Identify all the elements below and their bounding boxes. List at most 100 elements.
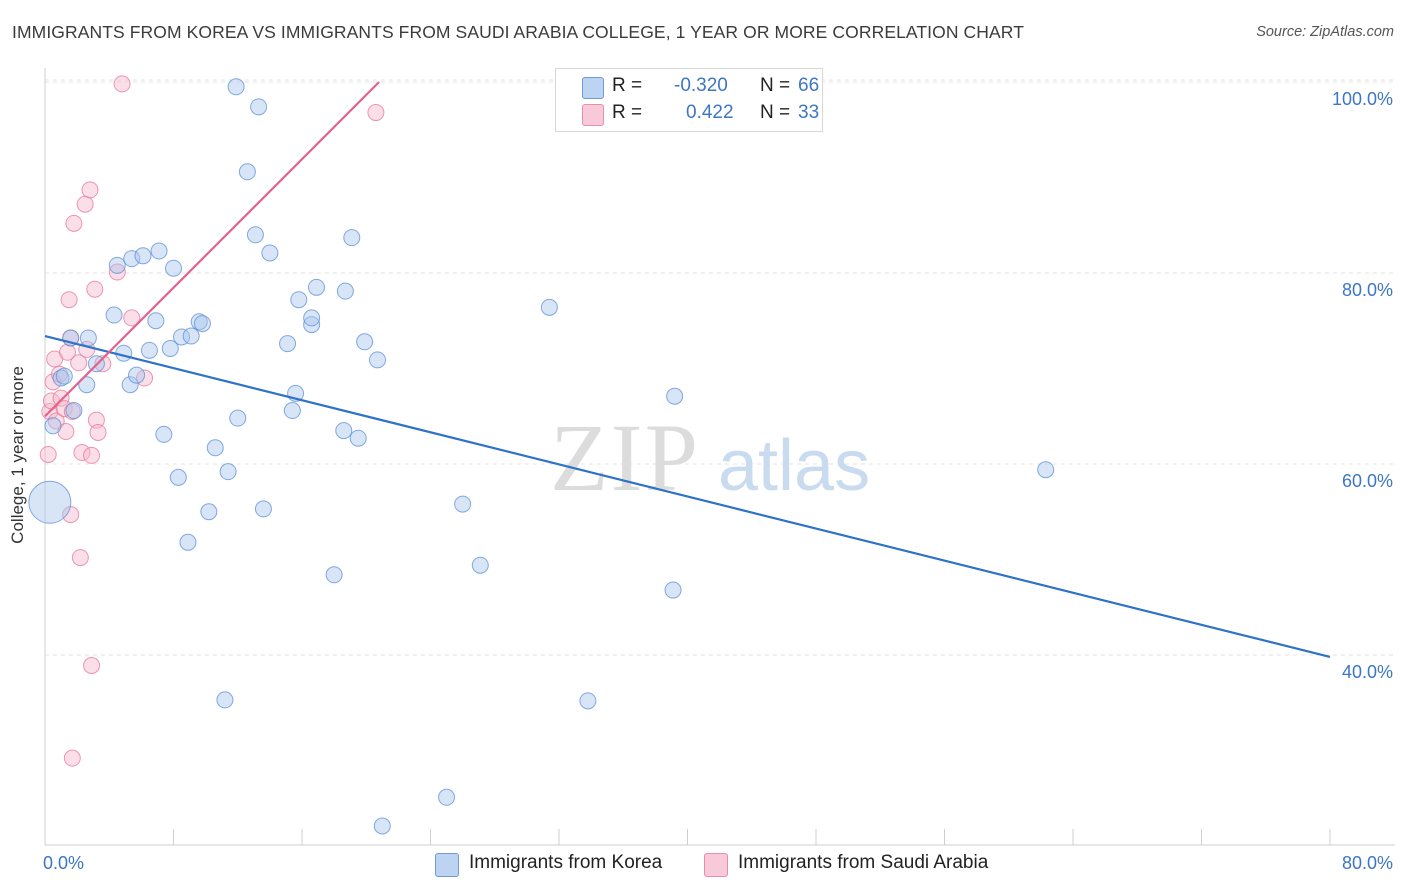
series-legend-saudi-arabia-label: Immigrants from Saudi Arabia bbox=[738, 852, 989, 873]
saudi-arabia-point bbox=[63, 749, 81, 767]
korea-point bbox=[28, 480, 72, 524]
legend-swatch-korea bbox=[582, 77, 604, 99]
saudi-arabia-point bbox=[58, 343, 76, 361]
korea-point bbox=[343, 229, 361, 247]
saudi-arabia-point bbox=[73, 444, 91, 462]
korea-point bbox=[349, 429, 367, 447]
saudi-arabia-point bbox=[94, 355, 112, 373]
x-tick-label: 80.0% bbox=[1342, 853, 1393, 873]
korea-point bbox=[307, 278, 325, 296]
saudi-arabia-point bbox=[63, 402, 81, 420]
korea-point bbox=[44, 417, 62, 435]
x-tick-label: 0.0% bbox=[43, 853, 84, 873]
korea-point bbox=[238, 163, 256, 181]
korea-point bbox=[471, 556, 489, 574]
saudi-arabia-point bbox=[52, 389, 70, 407]
y-tick-label: 100.0% bbox=[1332, 89, 1393, 109]
saudi-arabia-point bbox=[87, 411, 105, 429]
korea-point bbox=[165, 259, 182, 277]
y-tick-label: 60.0% bbox=[1342, 471, 1393, 491]
korea-point bbox=[250, 98, 268, 116]
korea-point bbox=[540, 298, 558, 316]
korea-point bbox=[206, 439, 224, 457]
watermark: ZIP atlas bbox=[550, 404, 870, 511]
series-legend-korea-label: Immigrants from Korea bbox=[469, 852, 663, 873]
korea-point bbox=[1037, 461, 1055, 479]
korea-point bbox=[246, 226, 264, 244]
y-tick-label: 40.0% bbox=[1342, 662, 1393, 682]
axes bbox=[44, 68, 1395, 846]
korea-point bbox=[169, 468, 187, 486]
korea-point bbox=[128, 366, 146, 384]
korea-point bbox=[227, 78, 245, 96]
korea-point bbox=[290, 291, 308, 309]
legend-n-label: N = bbox=[760, 102, 791, 123]
korea-point bbox=[182, 327, 200, 345]
saudi-arabia-point bbox=[76, 195, 94, 213]
korea-point bbox=[279, 335, 297, 353]
legend-n-value: 66 bbox=[798, 75, 820, 96]
korea-point bbox=[356, 333, 374, 351]
series-korea-points bbox=[28, 78, 1055, 835]
korea-point bbox=[200, 503, 218, 521]
korea-point bbox=[79, 329, 97, 347]
legend-n-value: 33 bbox=[798, 102, 820, 123]
saudi-arabia-point bbox=[83, 657, 101, 675]
saudi-arabia-point bbox=[71, 549, 89, 567]
watermark-atlas: atlas bbox=[718, 426, 870, 506]
korea-point bbox=[155, 425, 173, 443]
korea-point bbox=[368, 351, 386, 369]
series-saudi-arabia-points bbox=[39, 75, 385, 767]
saudi-arabia-point bbox=[81, 181, 99, 199]
korea-point bbox=[283, 402, 301, 420]
korea-point bbox=[105, 306, 123, 324]
saudi-arabia-point bbox=[39, 445, 57, 463]
saudi-arabia-point bbox=[47, 412, 65, 430]
korea-point bbox=[55, 367, 73, 385]
korea-point bbox=[664, 581, 682, 599]
korea-trend-line bbox=[44, 334, 1331, 658]
legend-swatch-saudi-arabia bbox=[582, 104, 604, 126]
legend-r-label: R = bbox=[612, 75, 643, 96]
korea-point bbox=[216, 691, 234, 709]
korea-point bbox=[140, 341, 158, 359]
tick-labels: 40.0% 60.0% 80.0% 100.0% 0.0% 80.0% bbox=[43, 89, 1393, 873]
korea-point bbox=[52, 369, 70, 387]
korea-point bbox=[454, 495, 472, 513]
korea-point bbox=[336, 282, 354, 300]
korea-point bbox=[78, 376, 96, 394]
korea-point bbox=[108, 256, 126, 274]
korea-point bbox=[147, 312, 165, 330]
korea-point bbox=[261, 244, 279, 262]
korea-point bbox=[193, 315, 211, 333]
korea-point bbox=[229, 409, 247, 427]
legend-n-label: N = bbox=[760, 75, 791, 96]
saudi-arabia-point bbox=[86, 280, 104, 298]
chart-title: IMMIGRANTS FROM KOREA VS IMMIGRANTS FROM… bbox=[12, 22, 1025, 42]
saudi-arabia-point bbox=[60, 291, 78, 309]
y-axis-label: College, 1 year or more bbox=[8, 366, 27, 544]
korea-point bbox=[373, 817, 391, 835]
legend-r-value: 0.422 bbox=[686, 102, 734, 123]
korea-point bbox=[666, 387, 684, 405]
korea-point bbox=[65, 402, 83, 420]
series-legend-saudi-arabia-swatch bbox=[704, 853, 728, 877]
legend-r-label: R = bbox=[612, 102, 643, 123]
korea-point bbox=[121, 376, 139, 394]
trend-lines bbox=[44, 81, 1331, 658]
korea-point bbox=[325, 566, 343, 584]
korea-point bbox=[254, 500, 272, 518]
saudi-arabia-point bbox=[70, 354, 88, 372]
series-legend-korea-swatch bbox=[435, 853, 459, 877]
korea-point bbox=[579, 692, 597, 710]
korea-point bbox=[161, 339, 179, 357]
korea-point bbox=[303, 309, 321, 327]
saudi-arabia-point bbox=[83, 446, 101, 464]
korea-point bbox=[190, 313, 208, 331]
saudi-arabia-point bbox=[89, 423, 107, 441]
legend-r-value: -0.320 bbox=[674, 75, 728, 96]
saudi-arabia-point bbox=[123, 309, 141, 327]
source-label: Source: ZipAtlas.com bbox=[1256, 24, 1394, 40]
y-tick-label: 80.0% bbox=[1342, 280, 1393, 300]
saudi-arabia-trend-line bbox=[44, 81, 380, 418]
